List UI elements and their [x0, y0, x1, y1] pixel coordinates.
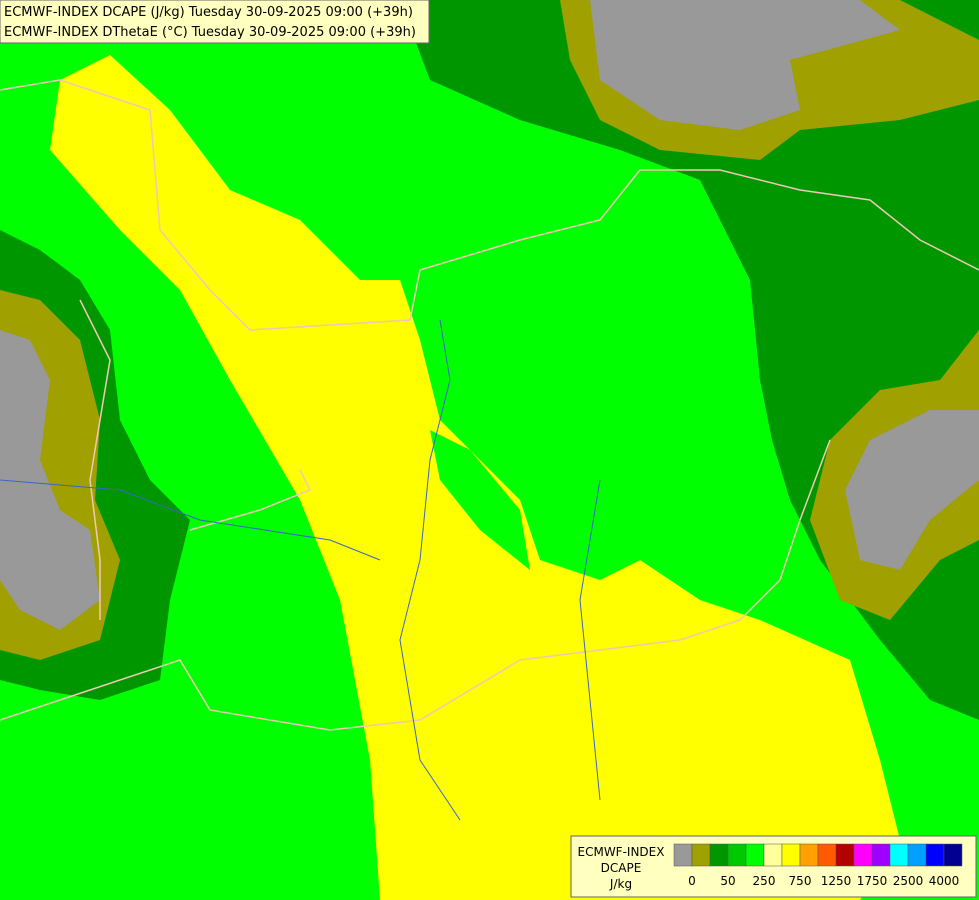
rivers: [0, 319, 601, 821]
header-line: ECMWF-INDEX DThetaE (°C) Tuesday 30-09-2…: [4, 25, 416, 40]
legend: ECMWF-INDEX DCAPE J/kg 0 50 250 750 1250 1750…: [570, 835, 977, 898]
legend-label: 50: [720, 874, 735, 888]
area: [430, 430, 530, 570]
legend-swatch: [673, 843, 693, 867]
legend-label: 4000: [929, 874, 960, 888]
legend-unit: J/kg: [609, 877, 632, 891]
legend-swatch: [943, 843, 963, 867]
header-line: ECMWF-INDEX DCAPE (J/kg) Tuesday 30-09-2…: [4, 5, 413, 20]
border: [189, 469, 312, 531]
legend-swatch: [853, 843, 873, 867]
border: [0, 439, 831, 731]
legend-swatch: [745, 843, 765, 867]
legend-swatch: [889, 843, 909, 867]
legend-swatch: [799, 843, 819, 867]
legend-title: ECMWF-INDEX: [578, 845, 665, 859]
legend-label: 1750: [857, 874, 888, 888]
area: [590, 0, 900, 130]
legend-label: 0: [688, 874, 696, 888]
legend-label: 2500: [893, 874, 924, 888]
legend-swatch: [709, 843, 729, 867]
river: [399, 319, 461, 821]
legend-label: 750: [789, 874, 812, 888]
legend-swatch: [871, 843, 891, 867]
header: ECMWF-INDEX DCAPE (J/kg) Tuesday 30-09-2…: [0, 0, 430, 44]
area: [0, 330, 100, 630]
legend-label: 250: [753, 874, 776, 888]
river: [579, 479, 601, 801]
legend-swatch: [763, 843, 783, 867]
area: [845, 410, 979, 570]
legend-swatch: [925, 843, 945, 867]
border: [79, 299, 111, 620]
legend-title: DCAPE: [601, 861, 642, 875]
area: [420, 230, 790, 560]
header-box: [0, 0, 430, 44]
border: [0, 79, 979, 331]
legend-swatch: [817, 843, 837, 867]
river: [0, 479, 381, 561]
legend-swatch: [691, 843, 711, 867]
legend-swatch: [781, 843, 801, 867]
legend-swatch: [835, 843, 855, 867]
legend-swatch: [907, 843, 927, 867]
legend-swatch: [727, 843, 747, 867]
legend-label: 1250: [821, 874, 852, 888]
borders: [0, 79, 979, 731]
